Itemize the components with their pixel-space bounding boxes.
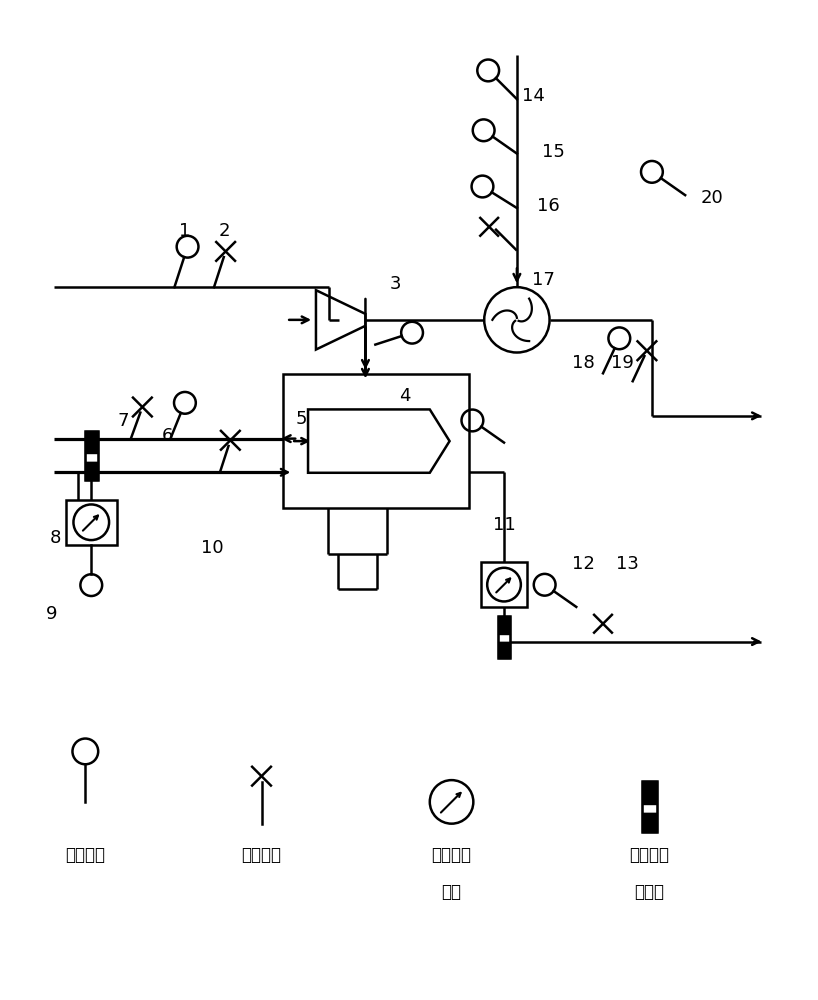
Text: 15: 15 bbox=[542, 143, 565, 161]
Text: 1: 1 bbox=[178, 222, 190, 240]
Bar bbox=[641, 781, 658, 804]
Text: 9: 9 bbox=[46, 605, 57, 623]
Text: 3: 3 bbox=[389, 275, 401, 293]
Text: 17: 17 bbox=[533, 271, 555, 289]
Text: 6: 6 bbox=[162, 427, 173, 445]
Text: 5: 5 bbox=[295, 410, 307, 428]
Bar bbox=[85, 431, 97, 480]
Text: 温度测点: 温度测点 bbox=[241, 846, 281, 864]
Text: 压力测点: 压力测点 bbox=[65, 846, 106, 864]
Text: 12: 12 bbox=[572, 555, 595, 573]
Bar bbox=[85, 462, 97, 480]
Text: 18: 18 bbox=[572, 354, 595, 372]
Bar bbox=[641, 781, 658, 832]
Text: 2: 2 bbox=[218, 222, 230, 240]
Text: 14: 14 bbox=[522, 87, 545, 105]
Bar bbox=[641, 804, 658, 813]
Text: 测点: 测点 bbox=[442, 883, 461, 901]
Text: 8: 8 bbox=[50, 529, 61, 547]
Bar bbox=[497, 642, 510, 658]
Text: 颈喷嘴: 颈喷嘴 bbox=[635, 883, 664, 901]
Bar bbox=[283, 374, 470, 508]
Bar bbox=[497, 634, 510, 642]
Bar bbox=[497, 616, 510, 658]
Text: 7: 7 bbox=[117, 412, 128, 430]
Bar bbox=[65, 500, 117, 545]
Text: 4: 4 bbox=[399, 387, 411, 405]
Bar bbox=[497, 616, 510, 634]
Text: 孔板、长: 孔板、长 bbox=[630, 846, 669, 864]
Text: 13: 13 bbox=[616, 555, 639, 573]
Bar bbox=[85, 431, 97, 453]
Text: 11: 11 bbox=[492, 516, 515, 534]
Text: 10: 10 bbox=[200, 539, 223, 557]
Bar bbox=[641, 813, 658, 832]
Bar bbox=[481, 562, 527, 607]
Text: 流量差压: 流量差压 bbox=[432, 846, 471, 864]
Text: 19: 19 bbox=[611, 354, 634, 372]
Bar bbox=[85, 453, 97, 462]
Text: 16: 16 bbox=[537, 197, 560, 215]
Text: 20: 20 bbox=[700, 189, 723, 207]
